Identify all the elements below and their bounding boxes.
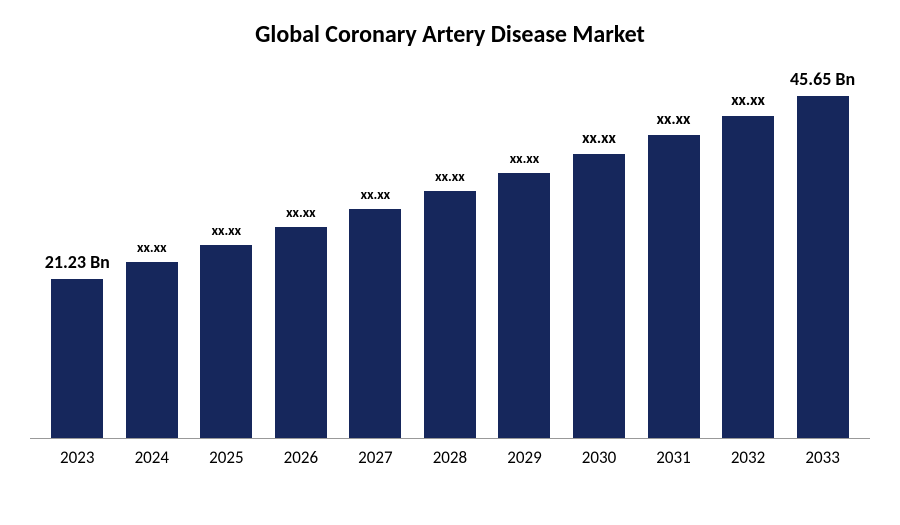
bar-group: xx.xx — [489, 150, 559, 439]
bar-group: xx.xx — [564, 129, 634, 438]
x-axis-label: 2029 — [489, 447, 559, 468]
bar — [200, 245, 252, 439]
bar-value-label: xx.xx — [361, 186, 390, 203]
bar-group: xx.xx — [340, 186, 410, 438]
bar-group: 45.65 Bn — [788, 68, 858, 438]
bar — [648, 135, 700, 438]
bar-group: xx.xx — [266, 204, 336, 438]
bar — [51, 279, 103, 438]
bar — [275, 227, 327, 438]
bar — [126, 262, 178, 438]
x-axis-label: 2030 — [564, 447, 634, 468]
bar-value-label: xx.xx — [510, 150, 539, 167]
bar-group: xx.xx — [415, 168, 485, 438]
bar-group: xx.xx — [639, 110, 709, 438]
bars-area: 21.23 Bn xx.xx xx.xx xx.xx xx.xx xx.xx xx.xx xx… — [30, 79, 870, 439]
bar-value-label: 21.23 Bn — [45, 251, 110, 273]
x-axis: 2023202420252026202720282029203020312032… — [30, 439, 870, 468]
bar-group: 21.23 Bn — [42, 251, 112, 438]
bar-value-label: xx.xx — [657, 110, 691, 129]
bar-group: xx.xx — [191, 222, 261, 439]
bar — [424, 191, 476, 438]
bar — [498, 173, 550, 439]
x-axis-label: 2024 — [117, 447, 187, 468]
bar-value-label: xx.xx — [582, 129, 616, 148]
bar-value-label: xx.xx — [435, 168, 464, 185]
bar — [573, 154, 625, 438]
x-axis-label: 2026 — [266, 447, 336, 468]
bar-value-label: xx.xx — [731, 91, 765, 110]
bar-group: xx.xx — [117, 239, 187, 438]
bar — [722, 116, 774, 439]
bar-value-label: xx.xx — [212, 222, 241, 239]
x-axis-label: 2028 — [415, 447, 485, 468]
x-axis-label: 2032 — [713, 447, 783, 468]
x-axis-label: 2031 — [639, 447, 709, 468]
x-axis-label: 2033 — [788, 447, 858, 468]
bar-group: xx.xx — [713, 91, 783, 439]
x-axis-label: 2023 — [42, 447, 112, 468]
x-axis-label: 2025 — [191, 447, 261, 468]
bar — [349, 209, 401, 438]
x-axis-label: 2027 — [340, 447, 410, 468]
bar-value-label: 45.65 Bn — [790, 68, 855, 90]
bar — [797, 96, 849, 438]
bar-value-label: xx.xx — [286, 204, 315, 221]
bar-value-label: xx.xx — [137, 239, 166, 256]
chart-title: Global Coronary Artery Disease Market — [30, 20, 870, 49]
chart-container: 21.23 Bn xx.xx xx.xx xx.xx xx.xx xx.xx xx.xx xx… — [30, 79, 870, 479]
